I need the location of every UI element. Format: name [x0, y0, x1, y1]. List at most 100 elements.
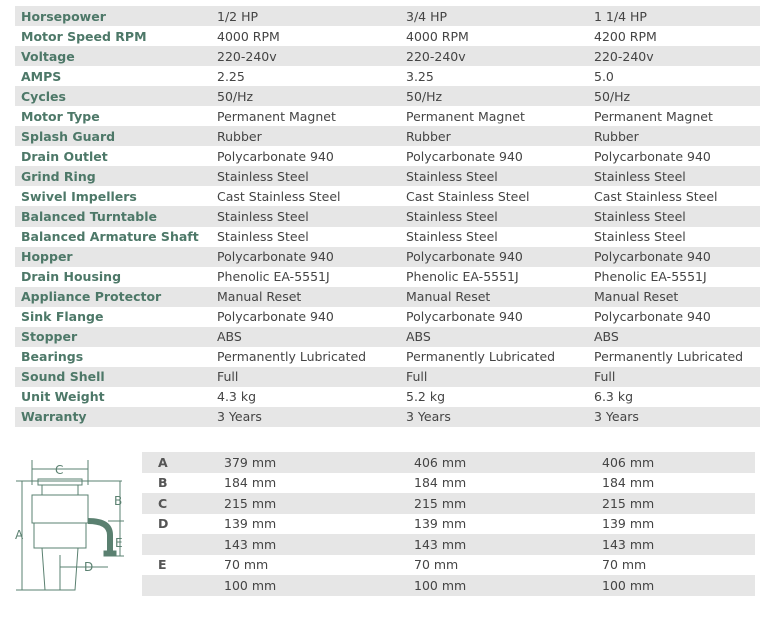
dimension-value: 215 mm	[602, 495, 655, 511]
spec-label: Warranty	[21, 409, 87, 425]
spec-value: Polycarbonate 940	[406, 249, 523, 265]
spec-value: 4200 RPM	[594, 28, 657, 44]
spec-value: 4000 RPM	[406, 28, 469, 44]
spec-value: Polycarbonate 940	[217, 148, 334, 164]
spec-value: Cast Stainless Steel	[594, 188, 718, 204]
spec-value: 50/Hz	[406, 88, 443, 104]
spec-value: ABS	[594, 329, 619, 345]
spec-value: 1/2 HP	[217, 8, 259, 24]
spec-label: Stopper	[21, 329, 78, 345]
spec-row: Warranty 3 Years 3 Years 3 Years	[15, 406, 760, 427]
spec-value: 3.25	[406, 68, 434, 84]
spec-row: Motor Type Permanent Magnet Permanent Magn…	[15, 106, 760, 126]
spec-value: Full	[217, 369, 239, 385]
spec-row: Balanced Armature Shaft Stainless Steel St…	[15, 227, 760, 247]
dimension-row: E 70 mm 70 mm 70 mm	[142, 555, 755, 576]
spec-row: AMPS 2.25 3.25 5.0	[15, 66, 760, 86]
spec-value: Full	[406, 369, 428, 385]
spec-label: Sound Shell	[21, 369, 105, 385]
spec-row: Sound Shell Full Full Full	[15, 366, 760, 387]
spec-value: 50/Hz	[217, 88, 254, 104]
spec-label: AMPS	[21, 68, 62, 84]
spec-table: Horsepower 1/2 HP 3/4 HP 1 1/4 HP Motor Spee…	[15, 6, 760, 427]
spec-label: Grind Ring	[21, 168, 96, 184]
spec-value: 2.25	[217, 68, 245, 84]
spec-row: Stopper ABS ABS ABS	[15, 326, 760, 347]
spec-value: 6.3 kg	[594, 389, 634, 405]
label-a: A	[15, 528, 24, 542]
spec-value: Stainless Steel	[217, 168, 309, 184]
dimension-value: 215 mm	[224, 495, 277, 511]
spec-row: Sink Flange Polycarbonate 940 Polycarbonat…	[15, 307, 760, 327]
dimension-value: 139 mm	[602, 516, 655, 532]
dimension-row: 143 mm 143 mm 143 mm	[142, 534, 755, 555]
spec-value: Stainless Steel	[594, 229, 686, 245]
spec-value: Cast Stainless Steel	[406, 188, 530, 204]
spec-value: Polycarbonate 940	[594, 148, 711, 164]
dimension-label: E	[158, 557, 167, 573]
spec-row: Motor Speed RPM 4000 RPM 4000 RPM 4200 RPM	[15, 26, 760, 46]
dimension-value: 215 mm	[414, 495, 467, 511]
spec-value: Stainless Steel	[406, 229, 498, 245]
spec-label: Swivel Impellers	[21, 188, 137, 204]
spec-label: Bearings	[21, 349, 84, 365]
spec-row: Bearings Permanently Lubricated Permanentl…	[15, 347, 760, 367]
spec-row: Appliance Protector Manual Reset Manual Re…	[15, 286, 760, 307]
dimension-value: 379 mm	[224, 454, 277, 470]
dimension-row: C 215 mm 215 mm 215 mm	[142, 493, 755, 514]
dimension-value: 143 mm	[414, 536, 467, 552]
spec-row: Horsepower 1/2 HP 3/4 HP 1 1/4 HP	[15, 6, 760, 27]
dimension-row: A 379 mm 406 mm 406 mm	[142, 452, 755, 473]
spec-value: ABS	[406, 329, 431, 345]
spec-value: 1 1/4 HP	[594, 8, 647, 24]
spec-label: Cycles	[21, 88, 66, 104]
spec-value: Phenolic EA-5551J	[217, 269, 330, 285]
spec-label: Sink Flange	[21, 309, 104, 325]
spec-row: Voltage 220-240v 220-240v 220-240v	[15, 46, 760, 67]
dimension-value: 143 mm	[224, 536, 277, 552]
spec-value: Polycarbonate 940	[217, 309, 334, 325]
spec-row: Swivel Impellers Cast Stainless Steel Cast…	[15, 186, 760, 206]
spec-value: 220-240v	[217, 48, 277, 64]
dimensions-table: A 379 mm 406 mm 406 mm B 184 mm 184 mm 184 mm C 2…	[142, 452, 755, 596]
spec-label: Hopper	[21, 249, 73, 265]
dimension-value: 70 mm	[224, 557, 269, 573]
dimension-value: 139 mm	[224, 516, 277, 532]
spec-value: 5.2 kg	[406, 389, 446, 405]
dimension-label: C	[158, 495, 168, 511]
dimension-row: B 184 mm 184 mm 184 mm	[142, 473, 755, 494]
spec-value: 4000 RPM	[217, 28, 280, 44]
dimension-value: 406 mm	[602, 454, 655, 470]
spec-value: Stainless Steel	[594, 208, 686, 224]
spec-value: Polycarbonate 940	[406, 148, 523, 164]
label-b: B	[114, 494, 122, 508]
spec-value: 4.3 kg	[217, 389, 257, 405]
spec-value: 220-240v	[594, 48, 654, 64]
spec-label: Balanced Armature Shaft	[21, 229, 199, 245]
spec-value: Permanently Lubricated	[406, 349, 556, 365]
spec-row: Grind Ring Stainless Steel Stainless Steel…	[15, 166, 760, 187]
spec-value: Rubber	[594, 128, 639, 144]
spec-label: Balanced Turntable	[21, 208, 158, 224]
dimension-label: B	[158, 475, 168, 491]
spec-value: Stainless Steel	[594, 168, 686, 184]
spec-value: Rubber	[406, 128, 451, 144]
spec-value: Manual Reset	[594, 289, 679, 305]
spec-value: Full	[594, 369, 616, 385]
dimension-value: 70 mm	[602, 557, 647, 573]
spec-label: Drain Outlet	[21, 148, 108, 164]
dimension-value: 184 mm	[602, 475, 655, 491]
spec-row: Hopper Polycarbonate 940 Polycarbonate 940…	[15, 246, 760, 267]
spec-value: Polycarbonate 940	[406, 309, 523, 325]
spec-value: Permanent Magnet	[217, 108, 336, 124]
spec-value: Polycarbonate 940	[594, 249, 711, 265]
dimension-value: 100 mm	[224, 577, 277, 593]
spec-value: 220-240v	[406, 48, 466, 64]
dimension-value: 184 mm	[224, 475, 277, 491]
spec-value: Stainless Steel	[217, 229, 309, 245]
spec-value: Polycarbonate 940	[594, 309, 711, 325]
spec-value: Phenolic EA-5551J	[406, 269, 519, 285]
spec-value: Phenolic EA-5551J	[594, 269, 707, 285]
spec-row: Unit Weight 4.3 kg 5.2 kg 6.3 kg	[15, 387, 760, 407]
spec-value: 3/4 HP	[406, 8, 448, 24]
